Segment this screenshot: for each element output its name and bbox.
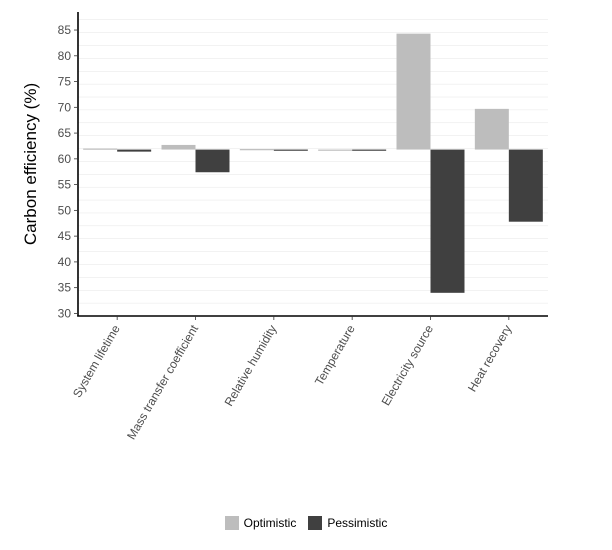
y-tick-label: 55 xyxy=(58,178,72,192)
y-tick-label: 65 xyxy=(58,126,72,140)
y-tick-label: 75 xyxy=(58,75,72,89)
y-tick-label: 85 xyxy=(58,23,72,37)
y-tick-labels: 30 35 40 45 50 55 60 65 70 75 80 85 xyxy=(58,23,72,320)
bar-pessimistic-relative-humidity xyxy=(273,149,308,151)
bar-pessimistic-system-lifetime xyxy=(117,149,152,152)
y-tick-label: 80 xyxy=(58,49,72,63)
bars xyxy=(83,33,543,293)
bar-optimistic-relative-humidity xyxy=(239,149,274,151)
legend-key-pessimistic xyxy=(308,516,323,530)
bar-pessimistic-mass-transfer-coefficient xyxy=(195,149,230,173)
bar-optimistic-heat-recovery xyxy=(474,108,509,150)
y-axis-title: Carbon efficiency (%) xyxy=(21,83,40,245)
y-tick-label: 70 xyxy=(58,100,72,114)
y-tick-label: 45 xyxy=(58,229,72,243)
legend-key-optimistic xyxy=(224,516,239,530)
legend-label-optimistic: Optimistic xyxy=(243,516,297,530)
y-tick-label: 50 xyxy=(58,203,72,217)
y-tick-label: 40 xyxy=(58,255,72,269)
grid xyxy=(78,19,548,317)
y-tick-label: 30 xyxy=(58,306,72,320)
y-tick-label: 60 xyxy=(58,152,72,166)
y-tick-label: 35 xyxy=(58,281,72,295)
legend-item-pessimistic: Pessimistic xyxy=(308,516,387,530)
legend-label-pessimistic: Pessimistic xyxy=(327,516,388,530)
bar-optimistic-electricity-source xyxy=(396,33,431,150)
bar-pessimistic-temperature xyxy=(352,149,387,151)
bar-pessimistic-heat-recovery xyxy=(508,149,543,222)
bar-optimistic-mass-transfer-coefficient xyxy=(161,144,196,150)
axes xyxy=(74,12,548,320)
legend: Optimistic Pessimistic xyxy=(0,513,612,533)
bar-optimistic-system-lifetime xyxy=(83,148,118,150)
legend-item-optimistic: Optimistic xyxy=(224,516,297,530)
bar-pessimistic-electricity-source xyxy=(430,149,465,293)
bar-optimistic-temperature xyxy=(318,149,353,151)
